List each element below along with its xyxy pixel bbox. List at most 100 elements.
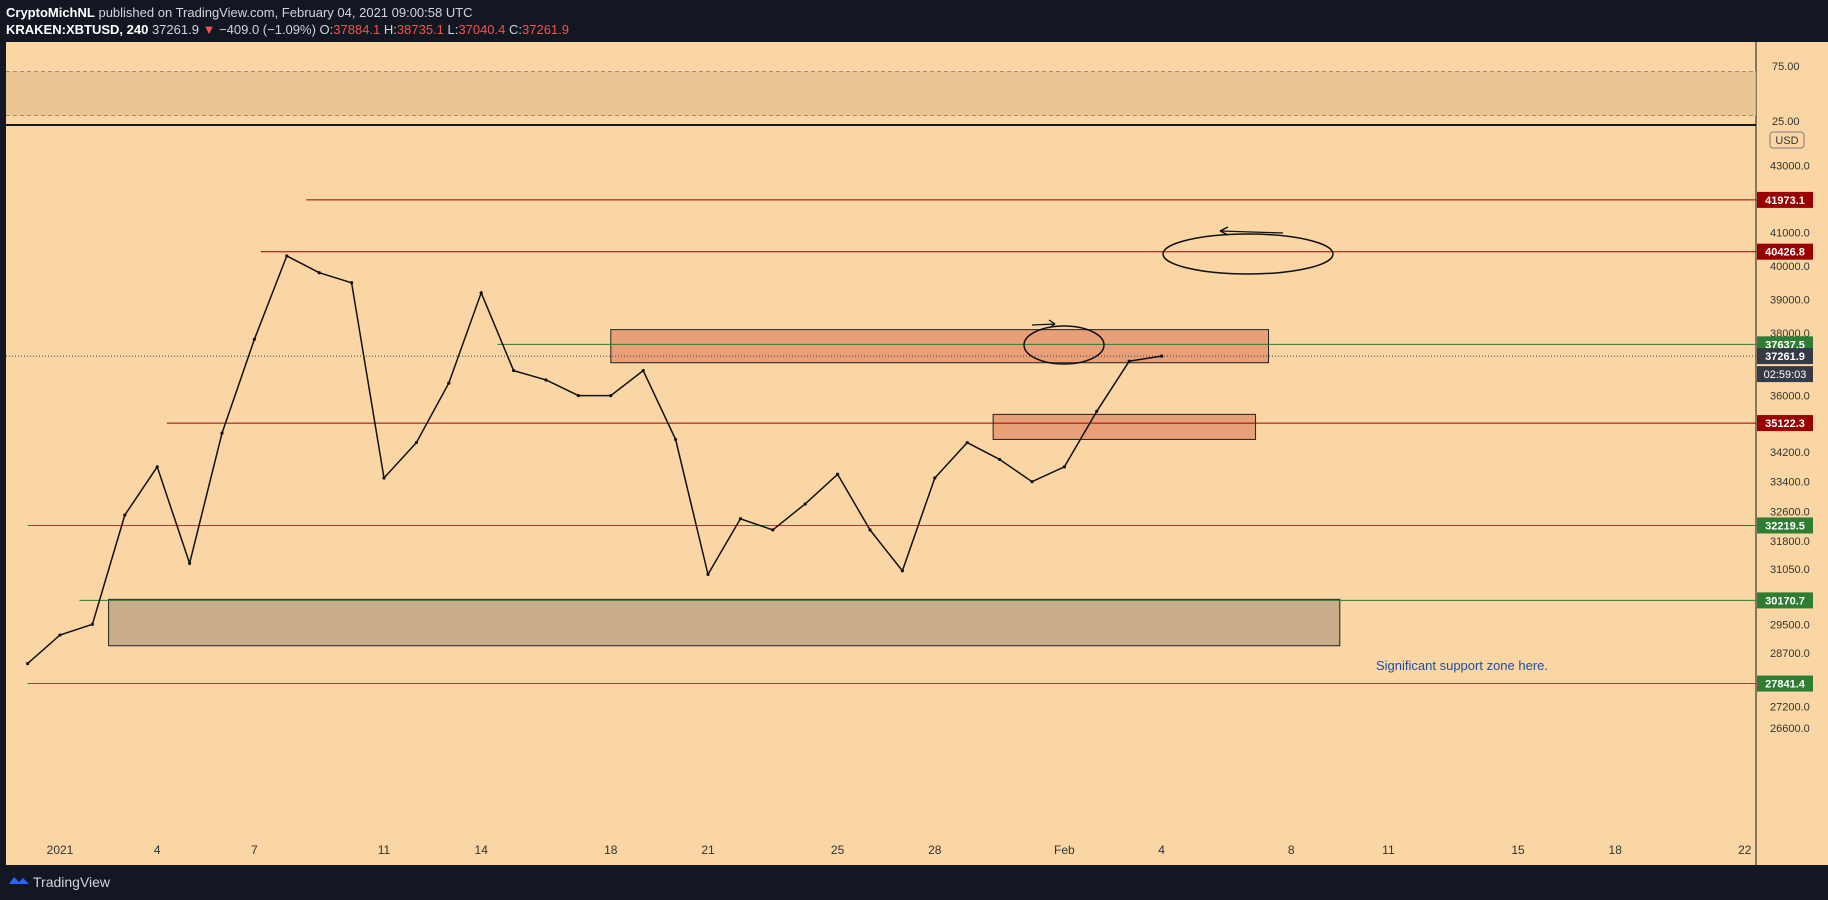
tradingview-logo-icon[interactable] (8, 873, 30, 887)
arrow-left-icon (1219, 226, 1284, 236)
y-tick-label: 29500.0 (1770, 619, 1810, 631)
support-zone-annotation: Significant support zone here. (1376, 658, 1548, 673)
price-point (220, 431, 224, 435)
resistance-zone (610, 329, 1270, 364)
x-tick-label: 18 (1609, 843, 1623, 857)
x-tick-label: 14 (475, 843, 489, 857)
level-price-tag[interactable] (1757, 191, 1813, 208)
level-price-label: 41973.1 (1765, 195, 1805, 207)
x-tick-label: 7 (251, 843, 258, 857)
price-change: −409.0 (−1.09%) (219, 22, 316, 37)
x-tick-label: 18 (604, 843, 618, 857)
open-label: O: (319, 22, 334, 37)
y-tick-label: 33400.0 (1770, 477, 1810, 489)
y-tick-label: 27200.0 (1770, 701, 1810, 713)
low-value: 37040.4 (458, 22, 506, 37)
resistance-zone (992, 413, 1257, 440)
level-price-label: 32219.5 (1765, 520, 1805, 532)
price-point (803, 502, 807, 506)
close-label: C: (509, 22, 522, 37)
level-price-label: 35122.3 (1765, 418, 1805, 430)
price-point (252, 337, 256, 341)
high-value: 38735.1 (396, 22, 444, 37)
price-point (933, 476, 937, 480)
x-tick-label: Feb (1054, 843, 1075, 857)
level-price-tag[interactable] (1757, 243, 1813, 260)
price-point (382, 476, 386, 480)
current-price-label: 37261.9 (1765, 351, 1805, 363)
price-point (511, 368, 516, 373)
x-tick-label: 4 (1158, 843, 1165, 857)
x-tick-label: 21 (701, 843, 715, 857)
currency-badge[interactable]: USD (1769, 131, 1805, 149)
level-price-tag[interactable] (1757, 592, 1813, 609)
price-point (26, 662, 30, 666)
low-label: L: (447, 22, 459, 37)
down-arrow-icon: ▼ (202, 22, 216, 37)
price-point (965, 440, 969, 445)
level-price-tag[interactable] (1757, 517, 1813, 534)
publish-line: CryptoMichNL published on TradingView.co… (6, 5, 473, 20)
y-tick-label: 40000.0 (1770, 261, 1810, 273)
x-tick-label: 28 (928, 843, 942, 857)
price-point (479, 291, 483, 295)
price-pane[interactable] (6, 126, 1756, 833)
price-path (26, 254, 1164, 666)
hand-drawn-ellipse-top (1162, 233, 1334, 275)
level-price-label: 27841.4 (1765, 679, 1806, 691)
price-point (1160, 354, 1164, 358)
price-point (900, 569, 905, 573)
price-point (738, 517, 743, 521)
last-price: 37261.9 (151, 22, 199, 37)
price-point (641, 368, 645, 373)
y-tick-label: 31800.0 (1770, 536, 1810, 548)
price-point (285, 254, 289, 258)
price-point (414, 440, 418, 445)
price-chart[interactable]: 75.00 25.00 43000.0 41000.0 40000.0 39000.0 3… (0, 42, 1828, 865)
y-axis-ticks: 43000.041000.040000.039000.038000.036000… (1770, 161, 1810, 735)
price-point (609, 394, 613, 398)
arrow-right-icon (1031, 319, 1056, 329)
price-point (188, 561, 192, 565)
x-tick-label: 15 (1511, 843, 1525, 857)
currency-badge-box[interactable] (1769, 131, 1805, 149)
y-tick-label: 32600.0 (1770, 506, 1810, 518)
level-price-tag[interactable] (1757, 415, 1813, 432)
level-price-tag[interactable] (1757, 675, 1813, 692)
price-point (771, 528, 775, 532)
current-price-tag[interactable] (1757, 348, 1813, 365)
tradingview-brand[interactable]: TradingView (33, 874, 111, 890)
price-point (447, 381, 451, 385)
price-point (998, 457, 1002, 462)
y-tick-label: 39000.0 (1770, 295, 1810, 307)
time-axis[interactable] (6, 833, 1756, 865)
chart-footer (0, 865, 1828, 900)
price-point (58, 633, 62, 637)
price-point (350, 281, 354, 285)
price-point (90, 622, 94, 626)
y-tick-label: 43000.0 (1770, 161, 1810, 173)
x-tick-label: 25 (831, 843, 845, 857)
price-point (674, 437, 678, 442)
y-tick-label: 41000.0 (1770, 228, 1810, 240)
price-point (868, 528, 872, 532)
chart-header: CryptoMichNL published on TradingView.co… (0, 0, 1828, 42)
y-tick-label: 36000.0 (1770, 391, 1810, 403)
countdown-tag (1757, 366, 1813, 383)
published-info: published on TradingView.com, February 0… (98, 5, 473, 20)
price-axis[interactable] (1756, 42, 1828, 865)
countdown-label: 02:59:03 (1764, 369, 1807, 381)
price-point (1095, 409, 1099, 413)
symbol-label[interactable]: KRAKEN:XBTUSD, 240 (6, 22, 149, 37)
x-tick-label: 2021 (47, 843, 74, 857)
rsi-level-label: 75.00 (1772, 61, 1800, 73)
currency-label: USD (1775, 135, 1798, 147)
price-point (1127, 359, 1131, 363)
price-line (27, 254, 1162, 665)
x-tick-label: 11 (1382, 843, 1395, 857)
price-labels: 41973.140426.837637.535122.332219.530170… (1757, 191, 1813, 692)
horizontal-levels (6, 199, 1756, 685)
x-tick-label: 22 (1738, 843, 1752, 857)
high-label: H: (383, 22, 397, 37)
author-name[interactable]: CryptoMichNL (6, 5, 95, 20)
